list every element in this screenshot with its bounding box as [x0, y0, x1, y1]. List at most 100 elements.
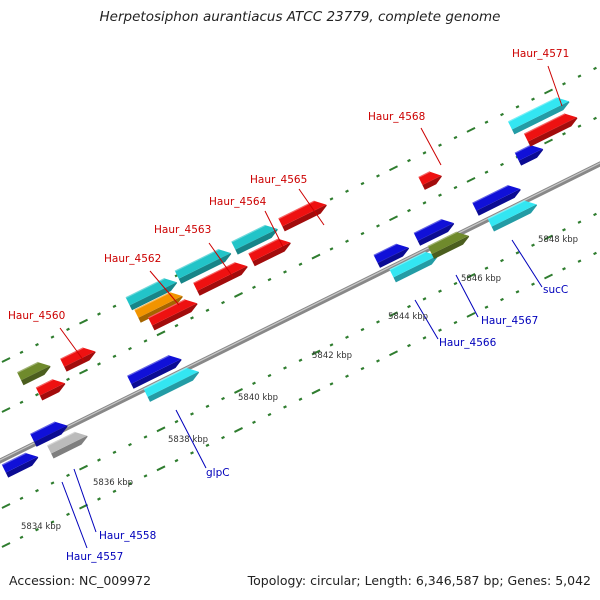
lower-outer-tick-rail: [1, 251, 597, 548]
tick-dot: [174, 419, 179, 424]
tick-dot: [593, 212, 597, 217]
gene-highlight: [373, 243, 397, 256]
tick-dot: [376, 224, 380, 228]
tick-dot: [311, 349, 321, 356]
tick-dot: [66, 327, 70, 332]
gene-arrow-haur_4560: [17, 361, 51, 386]
tick-dot: [143, 435, 148, 439]
gene-arrow-haur_4558-upper: [30, 421, 68, 447]
tick-dot: [283, 405, 287, 409]
tick-dot: [500, 297, 504, 302]
tick-dot: [376, 320, 380, 324]
tick-dot: [453, 320, 458, 325]
gene-front-face: [476, 188, 521, 216]
accession-text: Accession: NC_009972: [9, 573, 152, 588]
gene-front-face: [377, 247, 410, 268]
tick-dot: [577, 220, 582, 224]
tick-dot: [50, 335, 55, 339]
connector-line: [420, 127, 442, 166]
gene-arrow-haur_4571: [507, 97, 570, 135]
gene-arrow-haur_4563-red: [193, 261, 248, 296]
gene-top-face: [60, 347, 96, 367]
upper-outer-tick-rail: [1, 116, 597, 413]
gene-front-face: [51, 435, 88, 459]
gene-arrow-haur_4564: [231, 224, 278, 255]
gene-arrow-haur_4566-upper: [373, 243, 410, 268]
gene-arrow-succ: [487, 200, 538, 232]
gene-label-upper: Haur_4571: [512, 48, 569, 60]
tick-dot: [97, 312, 101, 316]
tick-dot: [407, 343, 411, 348]
gene-top-face: [231, 225, 278, 250]
gene-label-upper: Haur_4560: [8, 310, 65, 322]
gene-front-face: [39, 383, 66, 401]
tick-dot: [345, 239, 349, 243]
tick-dot: [50, 481, 55, 485]
tick-dot: [267, 373, 272, 378]
tick-dot: [252, 381, 256, 385]
tick-dot: [544, 234, 553, 241]
gene-top-face: [193, 262, 248, 291]
tick-dot: [422, 336, 427, 340]
tick-dot: [422, 201, 427, 205]
gene-top-face: [514, 145, 543, 161]
connector-line: [175, 409, 207, 469]
connector-line: [511, 239, 543, 288]
gene-top-face: [125, 278, 177, 306]
tick-dot: [143, 474, 148, 478]
tick-dot: [221, 396, 225, 401]
tick-dot: [298, 358, 303, 362]
tick-dot: [438, 328, 442, 332]
tick-dot: [360, 181, 365, 186]
tick-dots: [1, 66, 597, 548]
tick-dot: [205, 308, 210, 312]
gene-top-face: [17, 362, 51, 381]
gene-label-upper: Haur_4565: [250, 174, 307, 186]
tick-dot: [593, 251, 597, 256]
tick-dot: [267, 412, 272, 417]
tick-dot: [453, 185, 458, 190]
gene-highlight: [389, 251, 426, 271]
tick-dot: [438, 289, 442, 293]
gene-front-face: [282, 204, 327, 232]
connector-line: [414, 299, 439, 340]
tick-dot: [593, 66, 597, 71]
connector-line: [547, 65, 563, 107]
tick-dot: [500, 162, 504, 167]
tick-dot: [97, 458, 101, 462]
gene-label-upper: Haur_4564: [209, 196, 267, 208]
gene-label-lower: glpC: [206, 467, 230, 479]
gene-front-face: [527, 117, 578, 147]
gene-highlight: [17, 361, 39, 374]
tick-dot: [329, 197, 334, 201]
gene-top-face: [508, 97, 569, 130]
tick-dot: [97, 362, 101, 366]
tick-dot: [156, 330, 166, 337]
gene-label-lower: sucC: [543, 284, 568, 296]
tick-dot: [376, 174, 380, 178]
connector-line: [264, 210, 284, 248]
tick-dot: [544, 138, 553, 145]
tick-dot: [515, 251, 520, 255]
tick-dot: [112, 489, 117, 494]
tick-dot: [376, 359, 380, 363]
tick-dot: [79, 318, 88, 325]
tick-dot: [19, 350, 24, 355]
gene-label-lower: Haur_4567: [481, 315, 538, 327]
gene-arrow-haur_4572: [523, 113, 578, 147]
gene-top-face: [148, 299, 198, 326]
tick-dot: [190, 412, 194, 416]
tick-dot: [407, 304, 411, 309]
gene-highlight: [514, 144, 532, 154]
gene-label-lower: Haur_4557: [66, 551, 123, 563]
tick-dot: [531, 97, 535, 101]
tick-dot: [562, 82, 566, 86]
tick-dot: [97, 497, 101, 501]
gene-label-upper: Haur_4562: [104, 253, 161, 265]
gene-arrow-haur_4562-red: [148, 299, 198, 331]
gene-arrow-haur_4567-upper: [413, 218, 455, 246]
tick-dot: [156, 465, 166, 472]
gene-arrow-haur_4564-red: [248, 238, 291, 267]
gene-labels: Haur_4560 Haur_4562 Haur_4563 Haur_4564 Haur…: [8, 48, 569, 563]
